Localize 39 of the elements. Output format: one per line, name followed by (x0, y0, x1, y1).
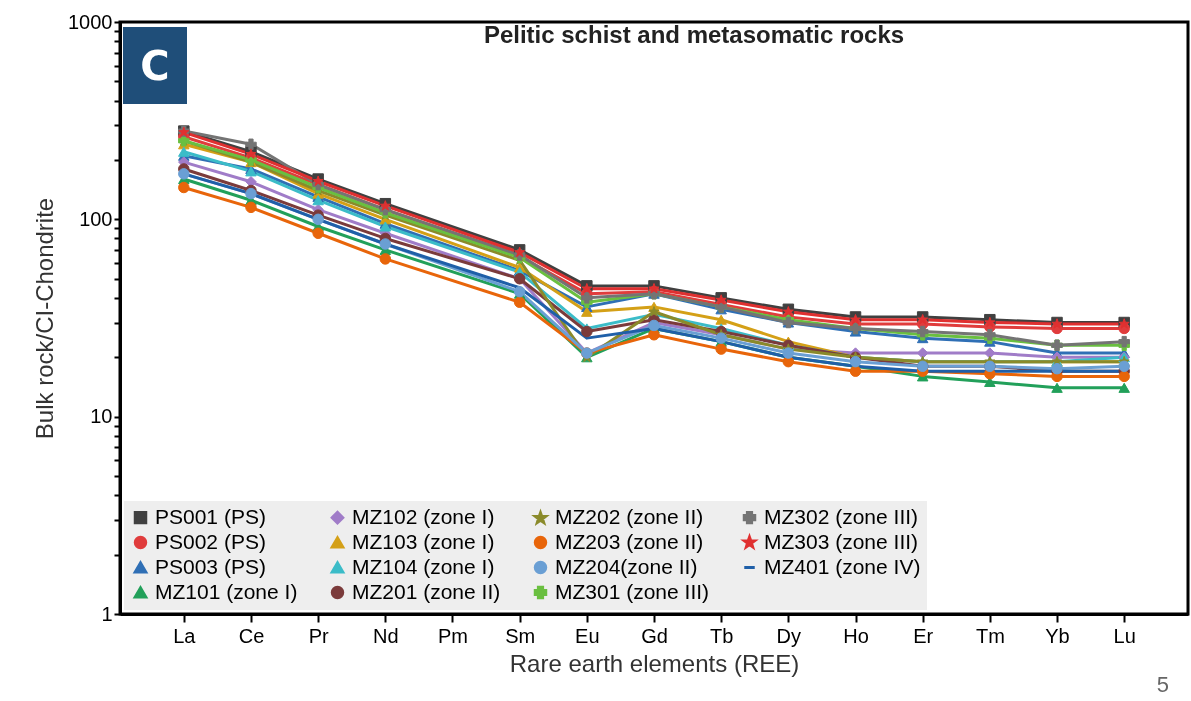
legend-label: MZ401 (zone IV) (764, 554, 921, 578)
y-axis-title: Bulk rock/CI-Chondrite (31, 197, 59, 440)
y-tick-label: 1000 (68, 10, 113, 33)
legend-label: MZ202 (zone II) (555, 505, 704, 529)
x-tick-label: Gd (641, 624, 668, 647)
legend-label: MZ103 (zone I) (352, 529, 495, 553)
x-tick-label: Lu (1113, 624, 1136, 647)
legend-label: MZ102 (zone I) (352, 504, 495, 528)
chart-title: Pelitic schist and metasomatic rocks (483, 21, 905, 48)
legend-label: MZ204(zone II) (555, 554, 698, 578)
x-tick-label: Ce (238, 624, 265, 647)
x-axis-title: Rare earth elements (REE) (509, 649, 800, 677)
x-tick-label: Tm (975, 624, 1005, 647)
x-tick-label: Er (913, 624, 934, 647)
x-tick-label: Ho (843, 624, 869, 647)
x-tick-label: Nd (373, 624, 399, 647)
legend-label: MZ203 (zone II) (555, 529, 704, 553)
y-tick-label: 10 (90, 405, 113, 428)
x-tick-label: Sm (505, 624, 536, 647)
x-tick-label: Pr (308, 624, 329, 647)
x-tick-label: Yb (1045, 624, 1070, 647)
legend-label: MZ101 (zone I) (155, 579, 298, 603)
y-tick-label: 1 (101, 602, 113, 625)
x-tick-label: Eu (575, 624, 600, 647)
legend-label: PS002 (PS) (155, 529, 266, 553)
legend-label: MZ301 (zone III) (555, 579, 710, 603)
legend-label: MZ104 (zone I) (352, 554, 495, 578)
legend-label: PS003 (PS) (155, 554, 266, 578)
text: 5 (1156, 672, 1169, 698)
legend-label: PS001 (PS) (155, 504, 266, 528)
y-tick-label: 100 (79, 207, 113, 230)
x-tick-label: La (173, 624, 197, 647)
annotation: C (123, 27, 187, 104)
x-tick-label: Pm (437, 624, 468, 647)
legend-label: MZ303 (zone III) (764, 529, 919, 553)
x-tick-label: Dy (776, 624, 802, 647)
legend-label: MZ302 (zone III) (764, 504, 919, 528)
legend-label: MZ201 (zone II) (352, 579, 501, 603)
x-tick-label: Tb (710, 624, 734, 647)
